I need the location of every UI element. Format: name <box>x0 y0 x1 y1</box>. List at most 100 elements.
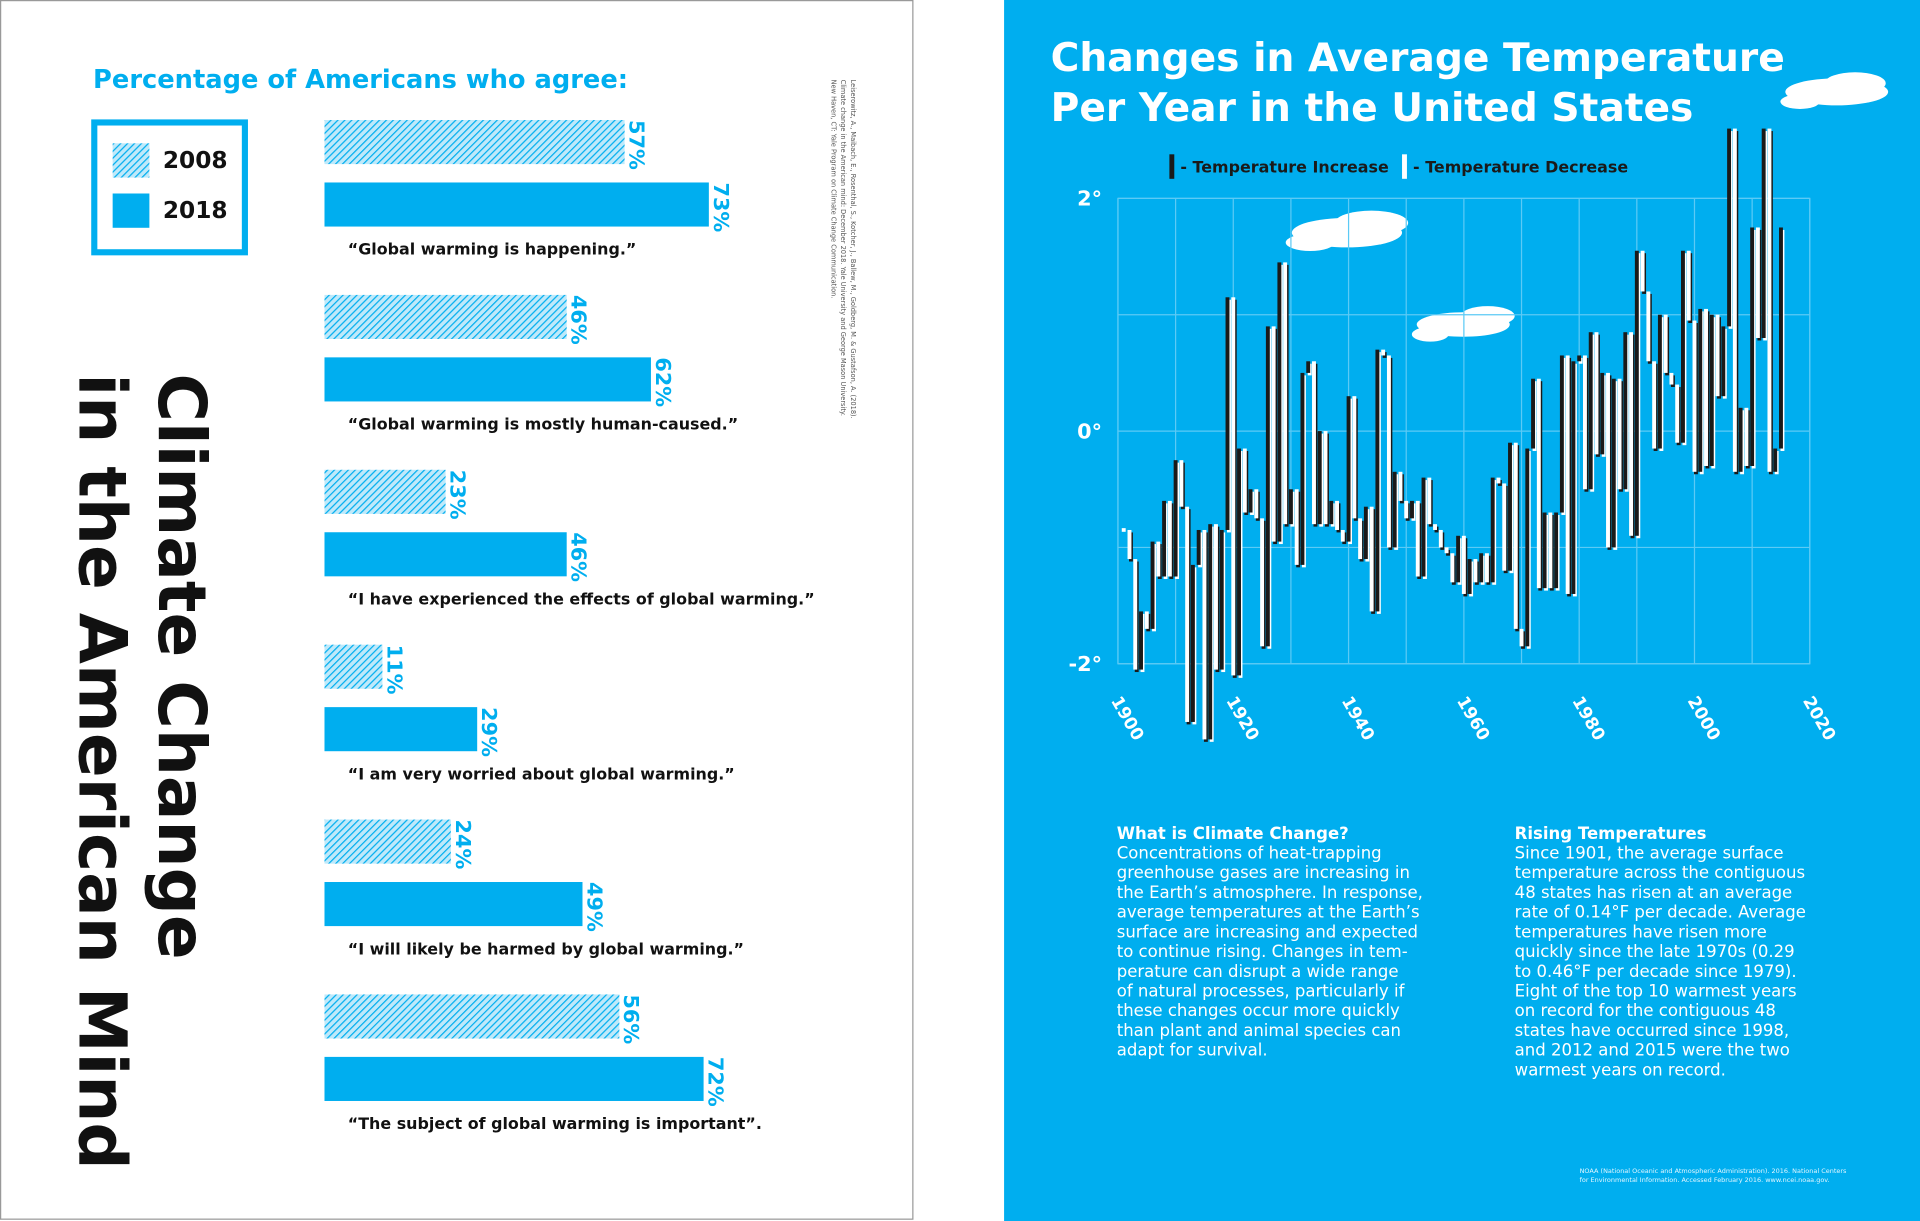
change-bar <box>1709 314 1714 466</box>
bar <box>324 644 383 689</box>
change-bar <box>1536 378 1541 589</box>
change-bar <box>1565 355 1570 594</box>
change-bar <box>1744 407 1749 466</box>
change-bar <box>1490 477 1495 583</box>
change-bar <box>1219 529 1224 670</box>
text-line: on record for the contiguous 48 <box>1515 1001 1776 1020</box>
bar <box>324 819 451 864</box>
y-tick-label: 2° <box>1077 187 1102 211</box>
bar <box>324 469 446 514</box>
change-bar <box>1335 500 1339 530</box>
change-bar <box>1779 227 1783 449</box>
text-line: temperatures have risen more <box>1515 922 1767 941</box>
change-bar <box>1196 529 1201 565</box>
change-bar <box>1271 326 1276 542</box>
change-bar <box>1692 320 1697 472</box>
change-bar <box>1358 518 1363 560</box>
change-bar <box>1531 378 1536 449</box>
value-label: 46% <box>567 532 591 582</box>
text-line: average temperatures at the Earth’s <box>1117 903 1420 922</box>
source: NOAA (National Oceanic and Atmospheric A… <box>1580 1167 1847 1175</box>
change-bar <box>1317 431 1322 525</box>
text-line: temperature across the contiguous <box>1515 863 1805 882</box>
change-bar <box>1438 529 1443 548</box>
text-line: Eight of the top 10 warmest years <box>1515 982 1797 1001</box>
change-bar <box>1548 512 1553 589</box>
change-bar <box>1594 332 1599 455</box>
change-bar <box>1559 355 1564 513</box>
category-label: “I have experienced the effects of globa… <box>348 589 815 608</box>
change-bar <box>1150 541 1155 629</box>
change-bar <box>1640 250 1645 292</box>
change-bar <box>1375 349 1380 612</box>
change-bar <box>1461 535 1466 594</box>
change-bar <box>1248 489 1253 513</box>
change-bar <box>1398 471 1403 501</box>
change-bar <box>1444 547 1449 554</box>
change-bar <box>1312 361 1316 525</box>
bar <box>324 532 567 577</box>
change-bar <box>1542 512 1547 589</box>
change-bar <box>1415 500 1420 577</box>
bar <box>324 357 651 402</box>
category-label: “Global warming is mostly human-caused.” <box>348 415 738 434</box>
change-bar <box>1755 227 1760 339</box>
text-line: quickly since the late 1970s (0.29 <box>1515 942 1795 961</box>
text-line: to 0.46°F per decade since 1979). <box>1515 962 1797 981</box>
change-bar <box>1381 349 1386 356</box>
change-bar <box>1260 518 1265 647</box>
value-label: 23% <box>445 470 469 520</box>
change-bar <box>1554 512 1559 589</box>
text-heading: What is Climate Change? <box>1117 824 1349 843</box>
change-bar <box>1386 355 1391 548</box>
text-line: and 2012 and 2015 were the two <box>1515 1041 1790 1060</box>
change-bar <box>1502 483 1507 571</box>
change-bar <box>1346 396 1351 542</box>
change-bar <box>1242 448 1247 513</box>
text-line: 48 states has risen at an average <box>1515 883 1793 902</box>
change-bar <box>1704 308 1708 466</box>
y-tick-label: 0° <box>1077 419 1102 443</box>
change-bar <box>1214 524 1218 670</box>
change-bar <box>1433 524 1438 530</box>
change-bar <box>1721 326 1726 397</box>
text-line: these changes occur more quickly <box>1117 1001 1400 1020</box>
change-bar <box>1588 332 1593 490</box>
category-label: “I will likely be harmed by global warmi… <box>348 939 744 958</box>
change-bar <box>1404 500 1409 519</box>
change-bar <box>1623 332 1628 490</box>
source: New Haven, CT: Yale Program on Climate C… <box>829 80 837 299</box>
change-bar <box>1727 128 1732 327</box>
change-bar <box>1738 407 1743 472</box>
change-bar <box>1600 372 1605 455</box>
legend-swatch <box>112 193 150 228</box>
change-bar <box>1479 553 1484 583</box>
value-label: 56% <box>619 994 643 1044</box>
bar <box>324 707 478 752</box>
legend-swatch <box>1169 154 1175 179</box>
category-label: “The subject of global warming is import… <box>348 1114 762 1133</box>
legend-label: 2018 <box>163 197 228 224</box>
bar <box>324 120 625 165</box>
change-bar <box>1657 314 1662 449</box>
legend-label: - Temperature Increase <box>1180 158 1389 177</box>
chart-title: in the American Mind <box>64 374 141 1170</box>
text-line: states have occurred since 1998, <box>1515 1021 1789 1040</box>
change-bar <box>1773 448 1778 472</box>
change-bar <box>1329 500 1334 525</box>
source: for Environmental Information. Accessed … <box>1580 1176 1830 1184</box>
text-line: of natural processes, particularly if <box>1117 982 1406 1001</box>
change-bar <box>1582 355 1587 490</box>
change-bar <box>1663 314 1668 373</box>
right-panel <box>1004 0 1920 1221</box>
change-bar <box>1484 553 1489 583</box>
change-bar <box>1427 477 1432 525</box>
change-bar <box>1410 500 1414 519</box>
change-bar <box>1288 489 1293 525</box>
change-bar <box>1519 628 1524 647</box>
text-line: Concentrations of heat-trapping <box>1117 843 1382 862</box>
change-bar <box>1265 326 1270 647</box>
change-bar <box>1571 361 1576 594</box>
change-bar <box>1363 506 1368 560</box>
change-bar <box>1698 308 1703 472</box>
